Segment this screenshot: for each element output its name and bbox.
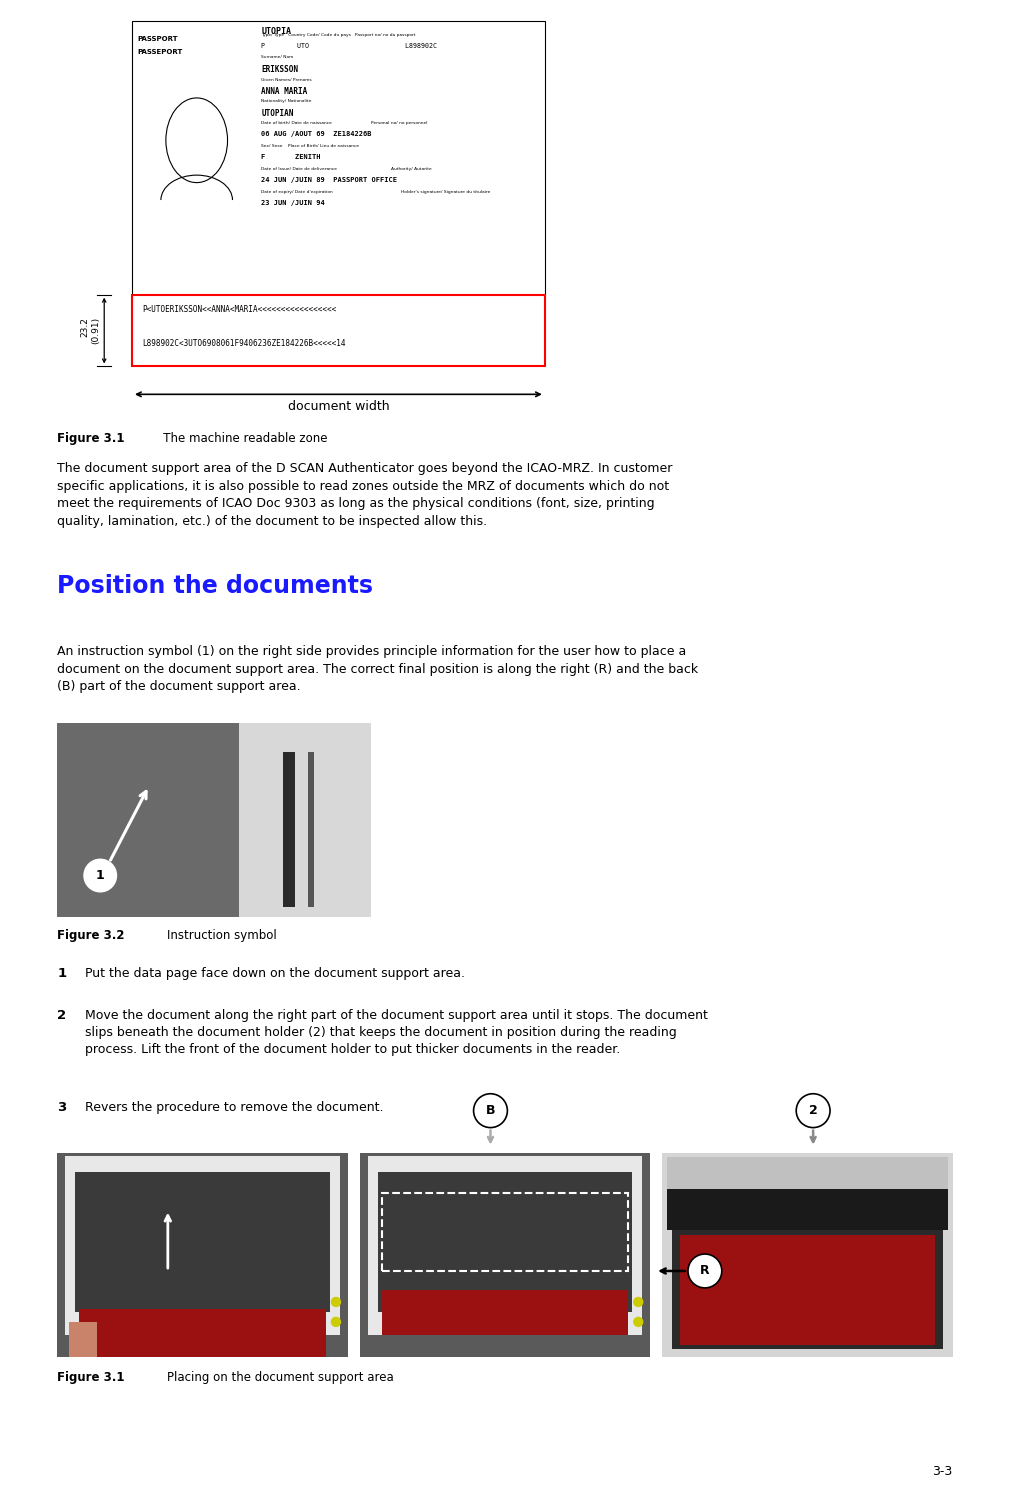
Text: 06 AUG /AOUT 69  ZE184226B: 06 AUG /AOUT 69 ZE184226B (261, 131, 372, 137)
Circle shape (634, 1318, 643, 1326)
Text: P        UTO                        L898902C: P UTO L898902C (261, 42, 437, 48)
Bar (367, 1156, 643, 1335)
Text: An instruction symbol (1) on the right side provides principle information for t: An instruction symbol (1) on the right s… (58, 645, 698, 693)
Circle shape (85, 860, 116, 891)
Text: The document support area of the D SCAN Authenticator goes beyond the ICAO-MRZ. : The document support area of the D SCAN … (58, 461, 673, 528)
Text: 23 JUN /JUIN 94: 23 JUN /JUIN 94 (261, 200, 325, 206)
Text: 3-3: 3-3 (932, 1465, 952, 1479)
Text: 2: 2 (58, 1009, 67, 1022)
Bar (58, 723, 239, 917)
Circle shape (332, 1318, 340, 1326)
Circle shape (332, 1297, 340, 1306)
Bar (76, 1172, 330, 1312)
Text: 23.2
(0.91): 23.2 (0.91) (81, 317, 100, 344)
Text: 24 JUN /JUIN 89  PASSPORT OFFICE: 24 JUN /JUIN 89 PASSPORT OFFICE (261, 177, 398, 183)
Bar (132, 21, 545, 295)
Text: Figure 3.1: Figure 3.1 (58, 1371, 125, 1384)
Bar (662, 1153, 952, 1357)
Text: Surname/ Nom: Surname/ Nom (261, 54, 294, 59)
Text: UTOPIA: UTOPIA (261, 27, 292, 36)
Text: PASSPORT: PASSPORT (137, 36, 178, 42)
Circle shape (473, 1094, 508, 1127)
Ellipse shape (165, 98, 228, 182)
Bar (667, 1157, 947, 1189)
Text: ERIKSSON: ERIKSSON (261, 65, 299, 74)
Text: Figure 3.1: Figure 3.1 (58, 433, 125, 445)
Text: Holder's signature/ Signature du titulaire: Holder's signature/ Signature du titulai… (401, 189, 490, 194)
Circle shape (688, 1254, 721, 1288)
Text: 3: 3 (58, 1100, 67, 1114)
Text: Placing on the document support area: Placing on the document support area (152, 1371, 394, 1384)
Text: Nationality/ Nationalite: Nationality/ Nationalite (261, 99, 312, 104)
Text: B: B (485, 1105, 495, 1117)
Text: ANNA MARIA: ANNA MARIA (261, 87, 308, 96)
Bar (360, 1153, 650, 1357)
Bar (381, 1193, 629, 1272)
Text: UTOPIAN: UTOPIAN (261, 110, 294, 119)
Text: R: R (700, 1264, 709, 1278)
Bar (239, 723, 370, 917)
Text: Instruction symbol: Instruction symbol (152, 929, 276, 942)
Text: P<UTOERIKSSON<<ANNA<MARIA<<<<<<<<<<<<<<<<<: P<UTOERIKSSON<<ANNA<MARIA<<<<<<<<<<<<<<<… (142, 305, 336, 314)
Bar (70, 1321, 97, 1357)
Text: Date of birth/ Date de naissance: Date of birth/ Date de naissance (261, 122, 332, 125)
Text: The machine readable zone: The machine readable zone (152, 433, 328, 445)
Bar (132, 295, 545, 367)
Bar (672, 1222, 942, 1348)
Text: 1: 1 (96, 869, 105, 882)
Text: Given Names/ Prenoms: Given Names/ Prenoms (261, 78, 312, 81)
Circle shape (634, 1297, 643, 1306)
Text: Figure 3.2: Figure 3.2 (58, 929, 125, 942)
Bar (80, 1309, 326, 1357)
Text: PASSEPORT: PASSEPORT (137, 48, 183, 54)
Text: Date of Issue/ Date de deliverance: Date of Issue/ Date de deliverance (261, 167, 337, 171)
Text: Personal no/ no personnel: Personal no/ no personnel (370, 122, 427, 125)
Bar (667, 1189, 947, 1229)
Text: Put the data page face down on the document support area.: Put the data page face down on the docum… (86, 968, 465, 980)
Text: Date of expiry/ Date d'expiration: Date of expiry/ Date d'expiration (261, 189, 333, 194)
Bar (308, 752, 314, 908)
Text: Revers the procedure to remove the document.: Revers the procedure to remove the docum… (86, 1100, 383, 1114)
Bar (66, 1156, 340, 1335)
Bar (284, 752, 295, 908)
Text: Sex/ Sexe    Place of Birth/ Lieu de naissance: Sex/ Sexe Place of Birth/ Lieu de naissa… (261, 144, 359, 149)
Text: Move the document along the right part of the document support area until it sto: Move the document along the right part o… (86, 1009, 708, 1057)
Text: Authority/ Autorite: Authority/ Autorite (390, 167, 432, 171)
Bar (377, 1172, 633, 1312)
Circle shape (796, 1094, 830, 1127)
Text: F       ZENITH: F ZENITH (261, 155, 321, 161)
Bar (381, 1290, 629, 1335)
Text: Position the documents: Position the documents (58, 574, 373, 598)
Text: L898902C<3UTO6908061F9406236ZE184226B<<<<<14: L898902C<3UTO6908061F9406236ZE184226B<<<… (142, 340, 345, 349)
Text: 1: 1 (58, 968, 67, 980)
Text: document width: document width (288, 400, 389, 413)
Text: 2: 2 (809, 1105, 817, 1117)
Bar (58, 1153, 348, 1357)
Text: Type/ Type   Country Code/ Code du pays   Passport no/ no du passport: Type/ Type Country Code/ Code du pays Pa… (261, 33, 416, 36)
Bar (680, 1234, 934, 1345)
